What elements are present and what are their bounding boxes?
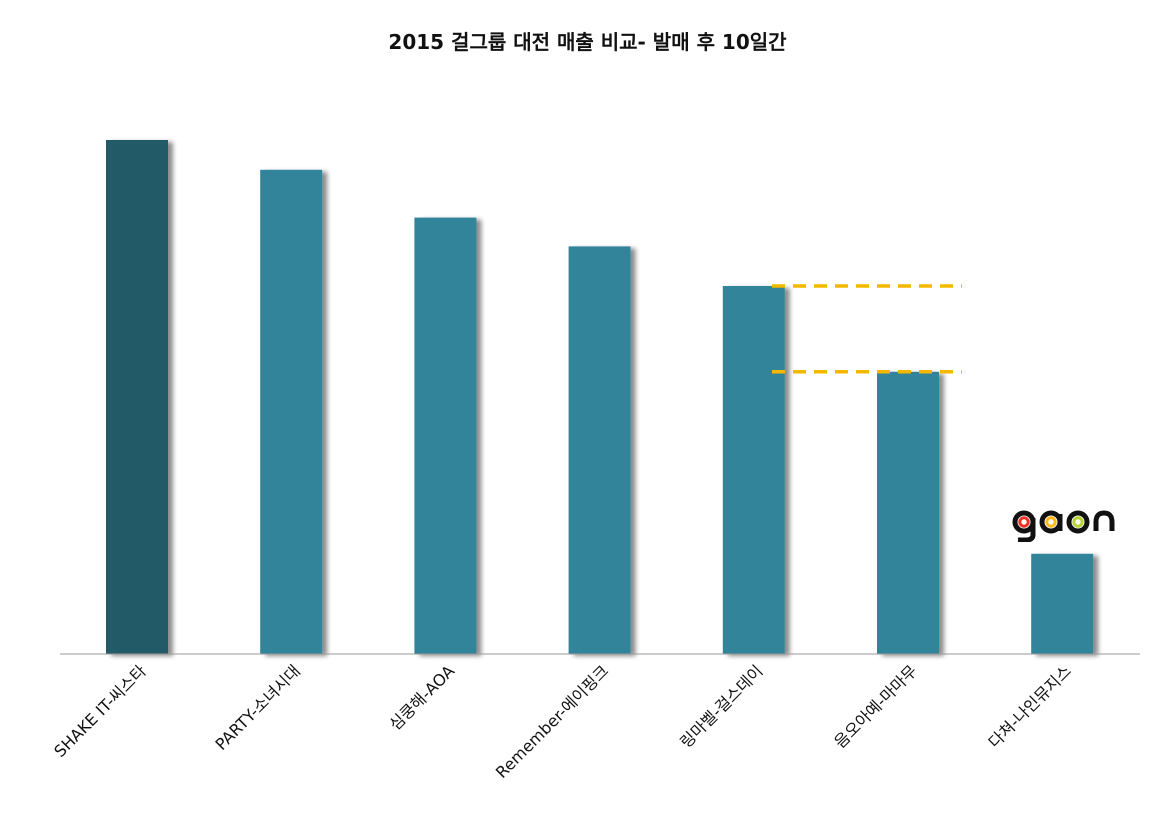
bar-3 [414, 217, 477, 654]
logo-letter-g [1012, 510, 1036, 542]
x-tick-label-4: Remember-에이핑크 [492, 661, 613, 782]
gaon-logo [1012, 510, 1115, 542]
x-tick-labels: SHAKE IT-씨스타 PARTY-소녀시대 심쿵해-AOA Remember-에이… [50, 661, 1075, 782]
bar-2 [260, 169, 323, 655]
logo-letter-a [1039, 510, 1063, 534]
x-tick-label-2: PARTY-소녀시대 [212, 661, 305, 754]
bar-5 [722, 286, 785, 654]
logo-letter-o [1066, 510, 1090, 534]
bar-4 [568, 246, 631, 654]
reference-lines [772, 284, 962, 374]
bar-7 [1031, 553, 1094, 654]
bars-group [106, 140, 1094, 655]
bar-6 [877, 371, 939, 654]
x-tick-label-5: 링마벨-걸스데이 [676, 661, 766, 751]
x-tick-label-3: 심쿵해-AOA [385, 661, 458, 734]
x-tick-label-1: SHAKE IT-씨스타 [50, 661, 150, 761]
logo-letter-n [1093, 510, 1115, 531]
chart-title: 2015 걸그룹 대전 매출 비교- 발매 후 10일간 [388, 30, 787, 54]
x-tick-label-7: 다쳐-나인뮤지스 [985, 661, 1075, 751]
bar-1 [106, 140, 168, 654]
x-tick-label-6: 음오아예-마마무 [830, 661, 920, 751]
